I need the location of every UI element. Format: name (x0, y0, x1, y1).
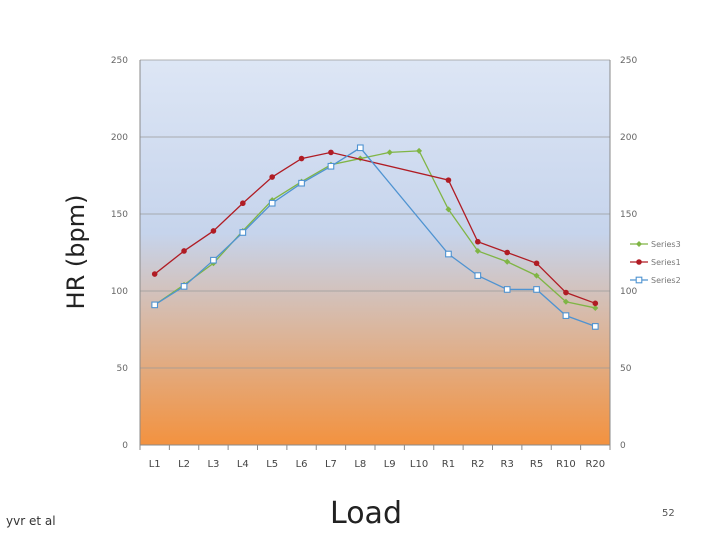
data-point-series1 (328, 149, 334, 156)
x-tick-label: L4 (237, 459, 249, 470)
x-tick-label: L8 (354, 459, 366, 470)
x-tick-label: R3 (501, 459, 514, 470)
data-point-series2 (356, 144, 364, 152)
data-point-series1 (240, 200, 246, 207)
series-series2 (151, 144, 599, 330)
legend-item-series3: Series3 (630, 240, 681, 249)
x-tick-label: R20 (585, 459, 605, 470)
data-point-series2 (210, 256, 217, 264)
x-tick-label: L9 (384, 459, 396, 470)
y-tick-label-right: 50 (620, 364, 632, 374)
data-point-series2 (268, 199, 276, 207)
y-tick-label-right: 250 (620, 56, 637, 66)
y-axis-right: 0 50 100 150 200 250 (620, 56, 637, 451)
data-point-series2 (591, 323, 599, 330)
data-point-series1 (563, 289, 569, 296)
y-tick-label-left: 100 (111, 287, 128, 297)
data-point-series3 (562, 298, 569, 305)
y-tick-label-left: 150 (111, 210, 128, 220)
data-point-series2 (474, 272, 482, 279)
legend-item-series2: Series2 (630, 276, 681, 285)
author-credit: yvr et al (6, 514, 56, 528)
legend-label: Series2 (651, 276, 681, 285)
data-point-series2 (151, 301, 159, 309)
y-axis-label: HR (bpm) (62, 195, 90, 310)
data-point-series1 (298, 155, 305, 162)
y-tick-label-right: 150 (620, 210, 637, 220)
data-point-series1 (151, 271, 158, 277)
series-layer (151, 144, 599, 330)
data-point-series2 (327, 162, 335, 170)
legend-label: Series3 (651, 240, 681, 249)
x-axis-label: Load (330, 496, 402, 531)
data-point-series3 (592, 304, 599, 311)
data-point-series1 (533, 260, 540, 267)
data-point-series1 (269, 174, 275, 180)
data-point-series1 (592, 300, 599, 307)
x-tick-label: R1 (442, 459, 455, 470)
data-point-series2 (445, 250, 452, 258)
page-number: 52 (662, 508, 675, 519)
legend-label: Series1 (651, 258, 681, 267)
legend-marker (635, 276, 643, 284)
x-tick-label: R5 (530, 459, 543, 470)
x-axis: L1 L2 L3 L4 L5 L6 L7 L8 L9 L10 R1 R2 R3 R5 R10 R20 (139, 445, 611, 470)
data-point-series1 (445, 177, 452, 183)
series-series1 (151, 149, 599, 307)
y-tick-label-right: 0 (620, 441, 626, 451)
x-tick-label: L7 (325, 459, 337, 470)
series-line-series2 (154, 146, 596, 328)
legend-item-series1: Series1 (630, 258, 681, 267)
x-tick-label: R10 (556, 459, 576, 470)
data-point-series2 (239, 229, 247, 236)
y-tick-label-right: 200 (620, 133, 637, 143)
x-tick-label: L2 (178, 459, 190, 470)
y-tick-label-right: 100 (620, 287, 637, 297)
x-tick-label: L10 (410, 459, 428, 470)
x-tick-label: L3 (207, 459, 219, 470)
data-point-series3 (445, 206, 452, 213)
y-axis-left: 0 50 100 150 200 250 (111, 56, 128, 451)
data-point-series3 (474, 247, 481, 254)
legend: Series3 Series1 Series2 (630, 240, 681, 285)
data-point-series1 (210, 228, 217, 234)
x-tick-label: L5 (266, 459, 278, 470)
plot-area (140, 60, 610, 445)
data-point-series2 (533, 286, 540, 293)
y-tick-label-left: 200 (111, 133, 128, 143)
data-point-series2 (180, 283, 188, 290)
data-point-series3 (416, 147, 423, 154)
data-point-series3 (386, 149, 393, 156)
data-point-series2 (298, 179, 305, 187)
legend-marker (636, 241, 642, 247)
data-point-series2 (503, 286, 511, 293)
y-tick-label-left: 50 (117, 364, 129, 374)
data-point-series1 (181, 248, 187, 254)
x-tick-label: L6 (296, 459, 308, 470)
data-point-series1 (475, 238, 481, 245)
y-tick-label-left: 0 (122, 441, 128, 451)
x-tick-label: R2 (471, 459, 484, 470)
data-point-series2 (562, 312, 570, 319)
data-point-series1 (504, 249, 510, 256)
legend-marker (636, 259, 642, 265)
data-point-series3 (504, 258, 511, 265)
x-tick-label: L1 (149, 459, 161, 470)
y-tick-label-left: 250 (111, 56, 128, 66)
data-point-series3 (533, 272, 540, 279)
